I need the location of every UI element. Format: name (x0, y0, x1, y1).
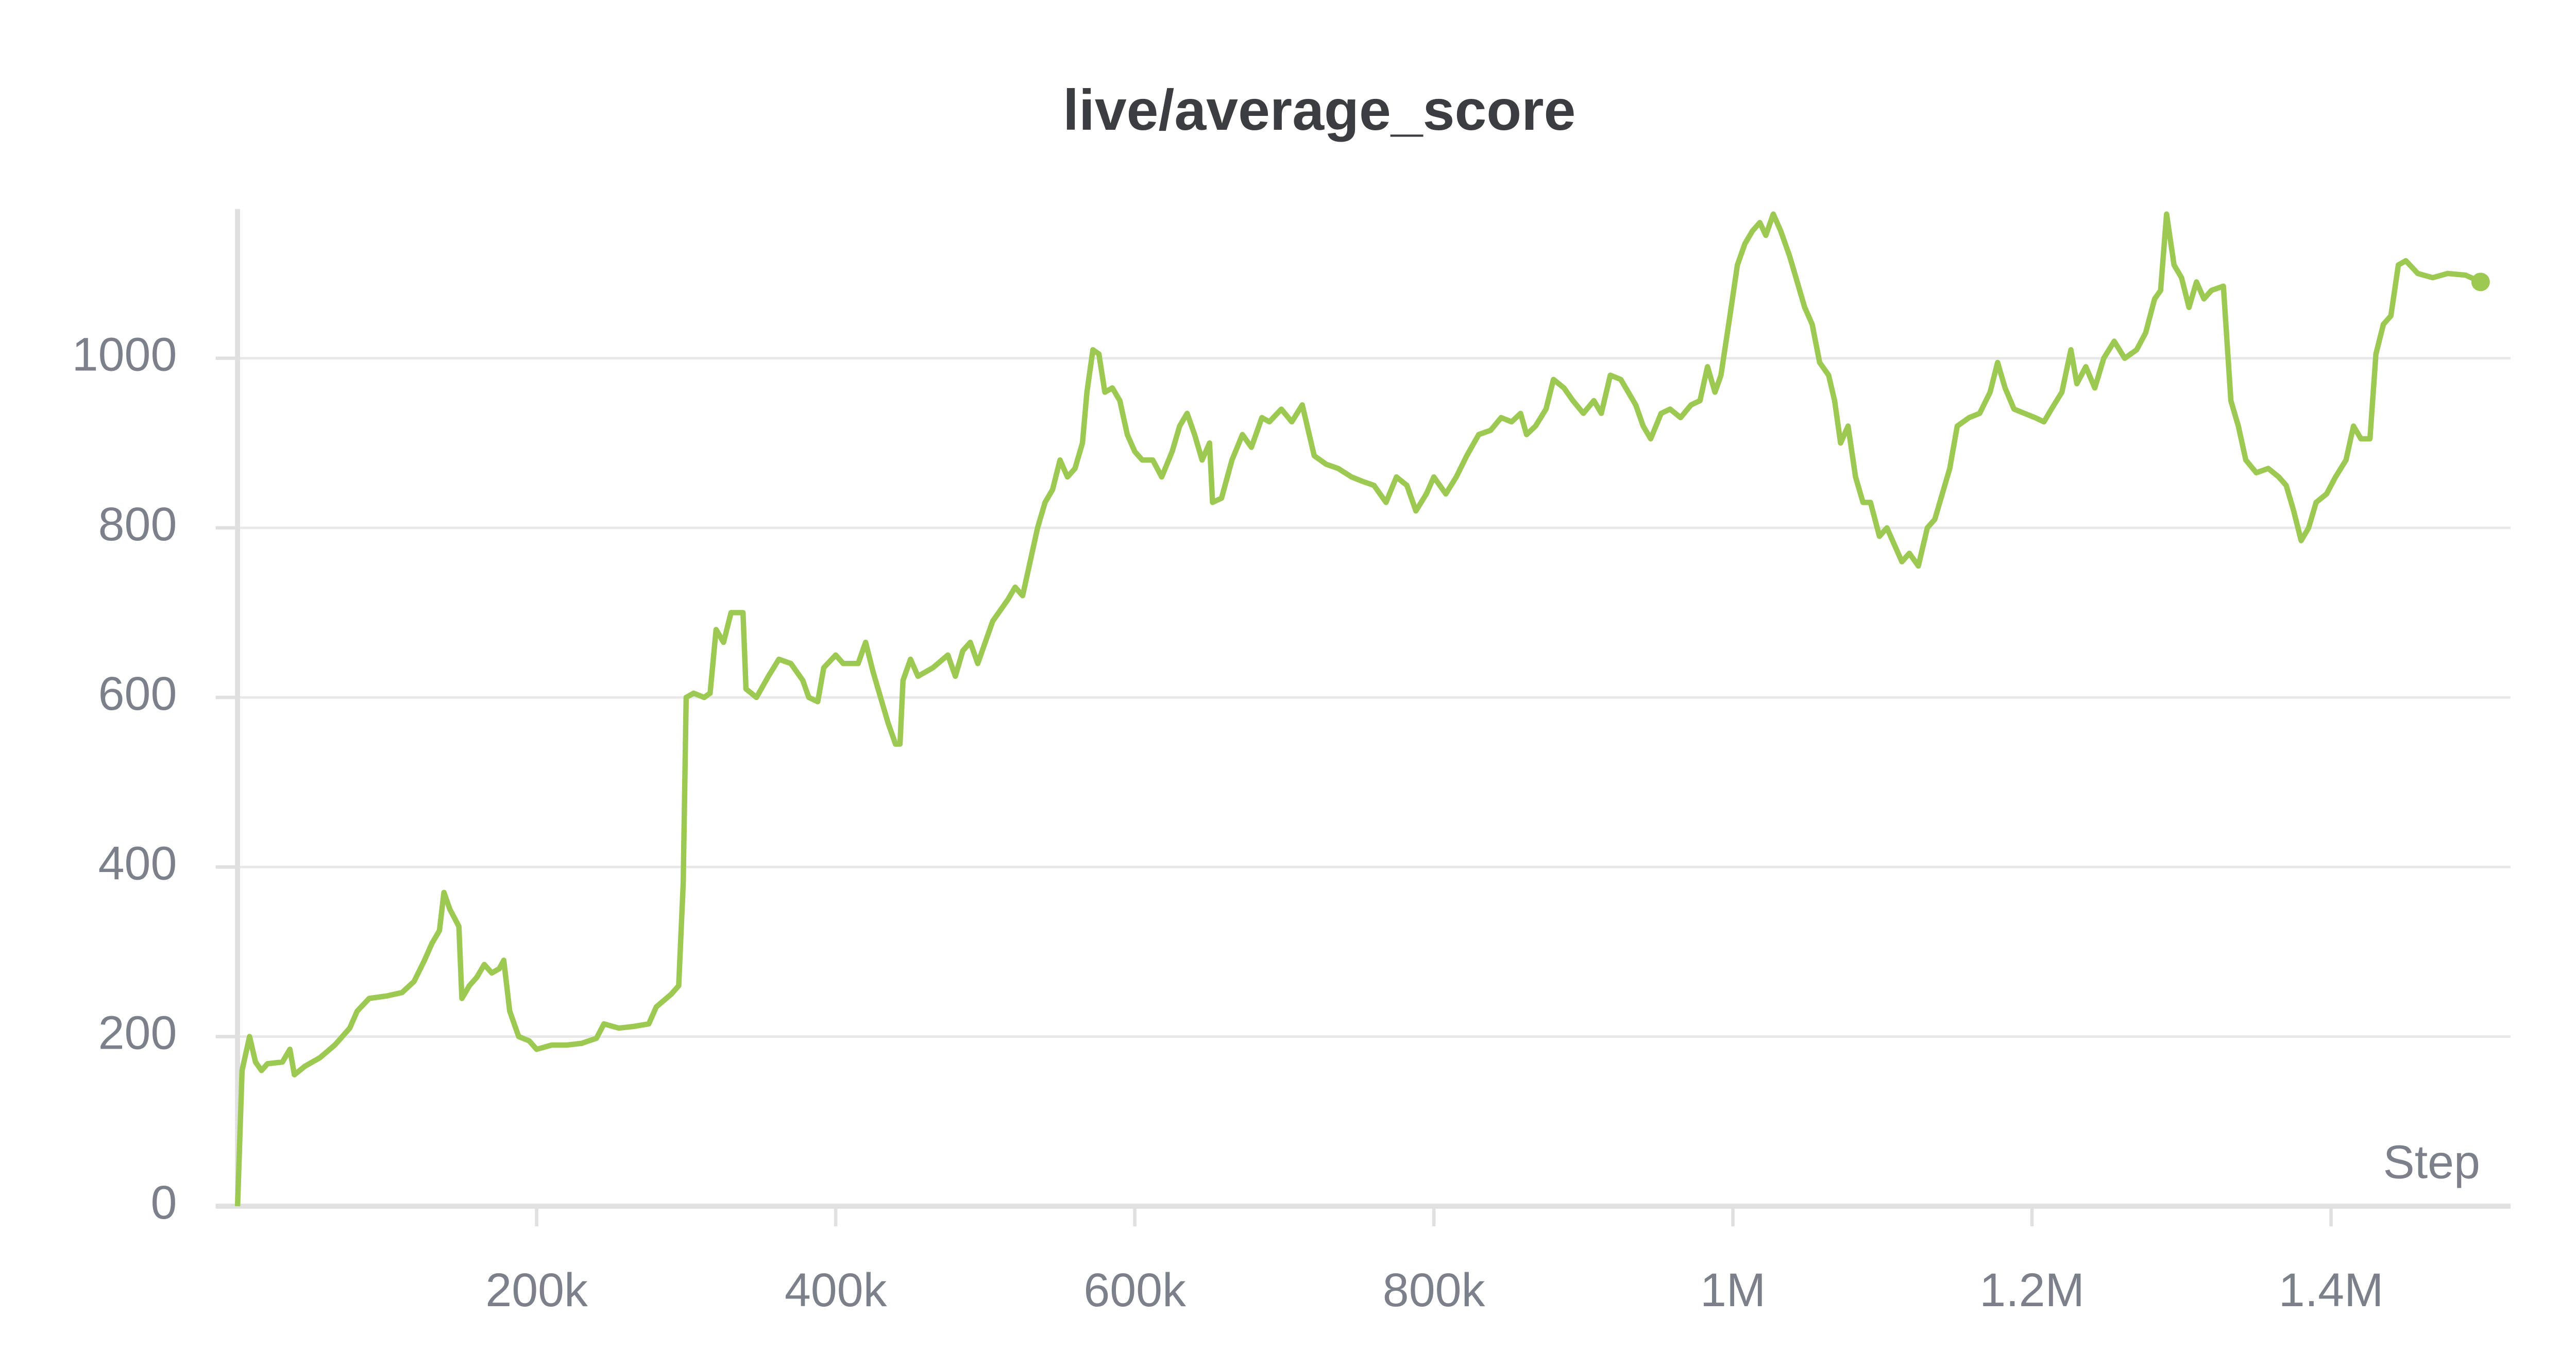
x-tick-label: 200k (485, 1264, 588, 1316)
x-tick-label: 400k (785, 1264, 887, 1316)
y-tick-label: 400 (98, 837, 177, 890)
chart-title: live/average_score (1063, 78, 1575, 142)
line-series (234, 211, 2482, 1206)
y-tick-label: 1000 (72, 329, 177, 381)
end-point (2471, 272, 2490, 292)
y-tick-label: 200 (98, 1007, 177, 1059)
x-tick-label: 800k (1383, 1264, 1485, 1316)
y-tick-label: 600 (98, 668, 177, 720)
x-tick-label: 1.2M (1979, 1264, 2084, 1316)
y-tick-label: 800 (98, 498, 177, 551)
x-tick-label: 1M (1700, 1264, 1766, 1316)
x-tick-label: 1.4M (2279, 1264, 2384, 1316)
x-tick-label: 600k (1083, 1264, 1186, 1316)
x-axis-label: Step (2383, 1136, 2480, 1189)
y-tick-label: 0 (150, 1176, 177, 1229)
